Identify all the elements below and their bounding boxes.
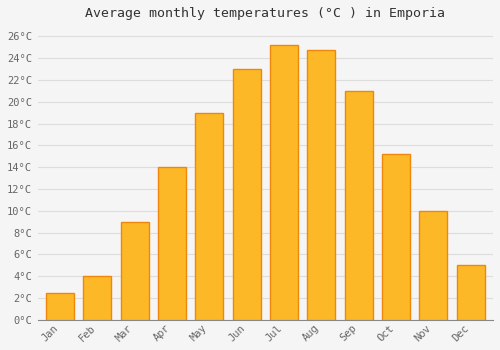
Bar	[232, 69, 260, 320]
Bar	[344, 91, 372, 320]
Bar	[420, 211, 448, 320]
Bar	[46, 293, 74, 320]
Bar	[196, 113, 224, 320]
Bar	[120, 222, 148, 320]
Bar	[270, 45, 298, 320]
Bar	[83, 276, 111, 320]
Bar	[308, 50, 336, 320]
Bar	[456, 265, 484, 320]
Bar	[158, 167, 186, 320]
Bar	[382, 154, 410, 320]
Title: Average monthly temperatures (°C ) in Emporia: Average monthly temperatures (°C ) in Em…	[86, 7, 446, 20]
